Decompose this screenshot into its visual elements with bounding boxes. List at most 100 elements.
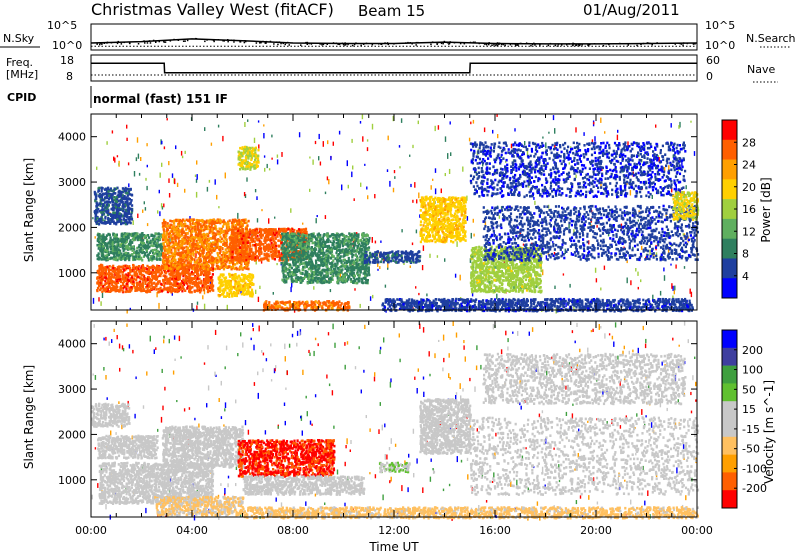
data-cell bbox=[163, 255, 165, 258]
speckle-cell bbox=[449, 169, 450, 174]
speckle-cell bbox=[277, 159, 278, 164]
data-cell bbox=[237, 232, 239, 235]
data-cell bbox=[228, 246, 230, 249]
speckle-cell bbox=[548, 132, 549, 134]
data-cell bbox=[110, 281, 112, 284]
data-cell bbox=[226, 244, 228, 247]
data-cell bbox=[203, 259, 205, 262]
data-cell bbox=[244, 234, 246, 237]
data-cell bbox=[189, 289, 191, 292]
data-cell bbox=[242, 234, 244, 237]
noise-dot bbox=[155, 42, 157, 44]
speckle-cell bbox=[133, 220, 134, 225]
data-cell bbox=[183, 264, 185, 267]
data-cell bbox=[280, 236, 282, 239]
speckle-cell bbox=[161, 163, 162, 167]
data-cell bbox=[228, 289, 230, 292]
speckle-cell bbox=[362, 115, 363, 120]
noise-dot bbox=[694, 43, 696, 45]
data-cell bbox=[135, 255, 137, 258]
data-cell bbox=[231, 221, 233, 224]
data-cell bbox=[160, 283, 162, 286]
data-cell bbox=[116, 253, 118, 256]
speckle-cell bbox=[635, 268, 636, 272]
noise-dot bbox=[628, 44, 630, 46]
data-cell bbox=[207, 253, 209, 256]
noise-dot bbox=[470, 42, 472, 44]
data-cell bbox=[147, 244, 149, 247]
speckle-cell bbox=[185, 151, 186, 154]
data-cell bbox=[231, 256, 233, 259]
freq-unit-label: [MHz] bbox=[6, 68, 38, 81]
speckle-cell bbox=[323, 141, 324, 147]
speckle-cell bbox=[333, 142, 334, 146]
speckle-cell bbox=[204, 127, 205, 131]
speckle-cell bbox=[257, 218, 258, 222]
data-cell bbox=[190, 225, 192, 228]
speckle-cell bbox=[137, 214, 138, 218]
data-cell bbox=[109, 265, 111, 268]
data-cell bbox=[232, 229, 234, 232]
data-cell bbox=[101, 284, 103, 287]
speckle-cell bbox=[118, 163, 119, 165]
noise-dot bbox=[656, 42, 658, 44]
data-cell bbox=[154, 235, 156, 238]
data-cell bbox=[162, 266, 164, 269]
noise-dot bbox=[437, 43, 439, 45]
noise-dot bbox=[503, 44, 505, 46]
data-cell bbox=[198, 278, 200, 281]
data-cell bbox=[180, 222, 182, 225]
data-cell bbox=[133, 267, 135, 270]
data-cell bbox=[290, 228, 292, 231]
speckle-cell bbox=[244, 122, 245, 127]
noise-dot bbox=[273, 43, 275, 45]
speckle-cell bbox=[274, 217, 275, 219]
data-cell bbox=[132, 246, 134, 249]
speckle-cell bbox=[302, 223, 303, 225]
data-cell bbox=[109, 290, 111, 293]
data-cell bbox=[184, 225, 186, 228]
noise-dot bbox=[187, 40, 189, 42]
data-cell bbox=[181, 238, 183, 241]
data-cell bbox=[129, 290, 131, 293]
speckle-cell bbox=[388, 136, 389, 141]
data-cell bbox=[248, 280, 250, 283]
noise-dot bbox=[277, 42, 279, 44]
speckle-cell bbox=[545, 142, 546, 148]
speckle-cell bbox=[195, 175, 196, 177]
speckle-cell bbox=[414, 182, 415, 188]
speckle-cell bbox=[160, 173, 161, 178]
data-cell bbox=[104, 257, 106, 260]
noise-dot bbox=[344, 44, 346, 46]
speckle-cell bbox=[399, 166, 400, 168]
data-cell bbox=[190, 219, 192, 222]
data-cell bbox=[267, 250, 269, 253]
noise-dot bbox=[111, 42, 113, 44]
noise-dot bbox=[380, 43, 382, 45]
data-cell bbox=[100, 287, 102, 290]
speckle-cell bbox=[412, 200, 413, 203]
data-cell bbox=[209, 226, 211, 229]
data-cell bbox=[130, 286, 132, 289]
data-cell bbox=[211, 282, 213, 285]
data-cell bbox=[111, 257, 113, 260]
data-cell bbox=[226, 251, 228, 254]
data-cell bbox=[241, 249, 243, 252]
noise-dot bbox=[533, 43, 535, 45]
noise-dot bbox=[682, 44, 684, 46]
speckle-cell bbox=[184, 189, 185, 193]
speckle-cell bbox=[290, 287, 291, 292]
noise-dot bbox=[124, 42, 126, 44]
data-cell bbox=[240, 230, 242, 233]
data-cell bbox=[255, 247, 257, 250]
data-cell bbox=[157, 291, 159, 294]
data-cell bbox=[251, 274, 253, 277]
data-cell bbox=[199, 287, 201, 290]
data-cell bbox=[225, 295, 227, 298]
noise-dot bbox=[183, 41, 185, 43]
data-cell bbox=[146, 284, 148, 287]
data-cell bbox=[180, 244, 182, 247]
data-cell bbox=[174, 282, 176, 285]
data-cell bbox=[165, 240, 167, 243]
data-cell bbox=[174, 229, 176, 232]
